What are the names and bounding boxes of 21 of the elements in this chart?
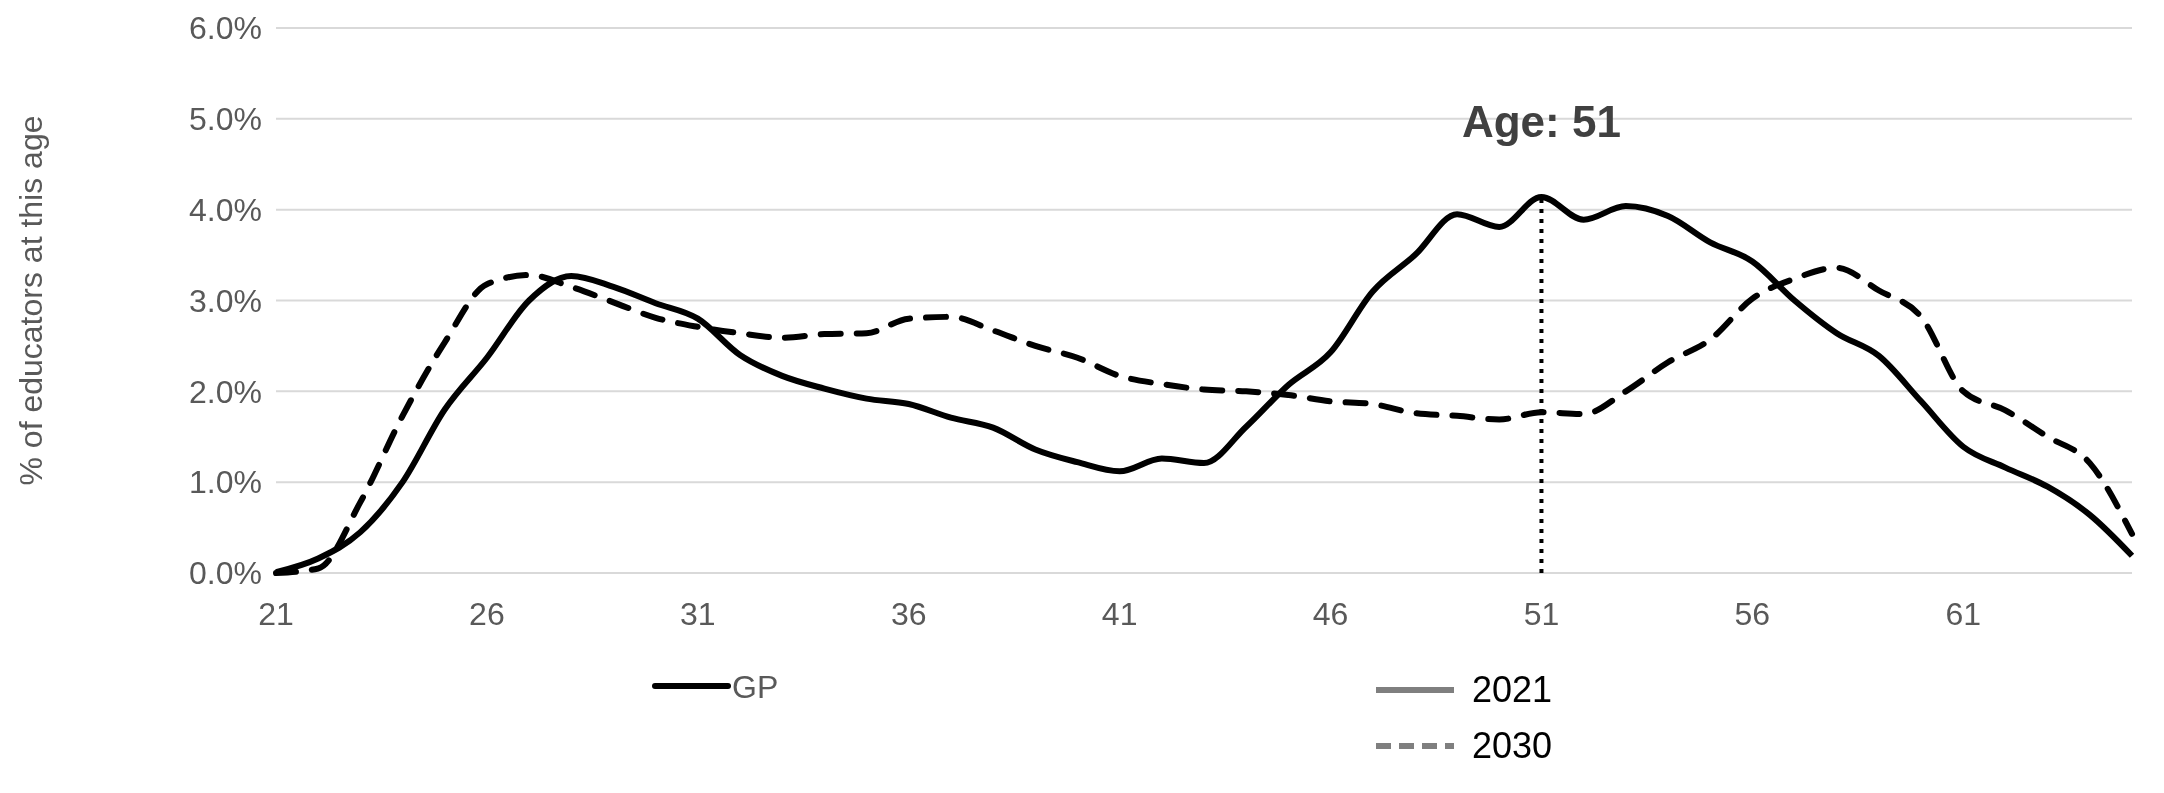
legend-label: 2021 bbox=[1472, 669, 1553, 710]
y-tick-label: 1.0% bbox=[189, 464, 262, 501]
x-tick-label: 26 bbox=[469, 596, 505, 632]
legend-title: GP bbox=[732, 669, 779, 705]
legend-label: 2030 bbox=[1472, 725, 1553, 766]
x-tick-label: 36 bbox=[890, 596, 927, 632]
y-axis-title: % of educators at this age bbox=[13, 115, 49, 486]
y-tick-label: 5.0% bbox=[189, 101, 262, 138]
x-tick-label: 51 bbox=[1523, 596, 1560, 632]
ref-line-label: Age: 51 bbox=[1461, 97, 1621, 146]
y-tick-label: 0.0% bbox=[189, 555, 262, 592]
y-tick-label: 3.0% bbox=[189, 282, 262, 319]
x-tick-label: 46 bbox=[1312, 596, 1349, 632]
y-tick-label: 4.0% bbox=[189, 191, 262, 228]
x-tick-label: 41 bbox=[1101, 596, 1138, 632]
x-tick-label: 61 bbox=[1945, 596, 1982, 632]
x-tick-label: 21 bbox=[258, 596, 294, 632]
y-tick-label: 6.0% bbox=[189, 10, 262, 47]
x-tick-label: 56 bbox=[1734, 596, 1771, 632]
y-tick-label: 2.0% bbox=[189, 373, 262, 410]
x-tick-label: 31 bbox=[680, 596, 716, 632]
